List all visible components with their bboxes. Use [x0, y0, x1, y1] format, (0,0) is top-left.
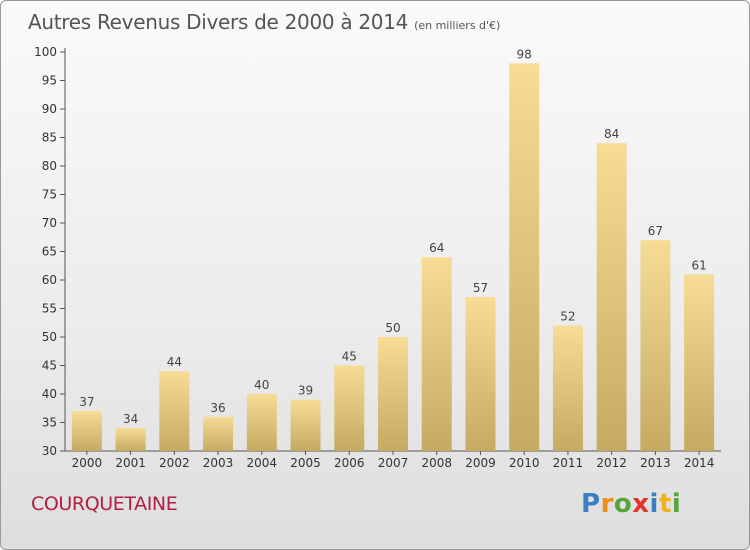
x-tick-label-2001: 2001 — [115, 456, 146, 470]
data-label-2007: 50 — [385, 321, 400, 335]
data-label-2008: 64 — [429, 241, 444, 255]
chart-axes: 30 35 40 45 50 55 60 65 70 75 80 85 90 95 100 2000 2001 2… — [34, 45, 721, 470]
data-label-2002: 44 — [167, 355, 182, 369]
data-label-2006: 45 — [342, 350, 357, 364]
x-tick-label-2010: 2010 — [509, 456, 540, 470]
y-tick-label: 45 — [42, 359, 57, 373]
proxiti-logo: Proxiti — [581, 489, 682, 519]
data-label-2005: 39 — [298, 384, 313, 398]
y-tick-label: 55 — [42, 302, 57, 316]
bar-2002 — [159, 371, 190, 451]
data-label-2011: 52 — [560, 310, 575, 324]
bar-2004 — [246, 394, 277, 451]
y-tick-label: 35 — [42, 416, 57, 430]
x-tick-label-2007: 2007 — [378, 456, 409, 470]
x-tick-label-2002: 2002 — [159, 456, 190, 470]
data-label-2000: 37 — [79, 395, 94, 409]
x-tick-label-2012: 2012 — [596, 456, 627, 470]
data-label-2009: 57 — [473, 281, 488, 295]
y-tick-label: 100 — [34, 45, 57, 59]
data-label-2014: 61 — [691, 258, 706, 272]
data-label-2001: 34 — [123, 412, 138, 426]
commune-name: COURQUETAINE — [31, 493, 178, 515]
chart-title-text: Autres Revenus Divers de 2000 à 2014 — [28, 10, 409, 34]
chart-unit: (en milliers d'€) — [414, 19, 501, 32]
x-tick-label-2000: 2000 — [72, 456, 103, 470]
bar-2009 — [465, 297, 496, 451]
x-tick-label-2013: 2013 — [640, 456, 671, 470]
bar-2005 — [290, 399, 321, 451]
data-label-2003: 36 — [210, 401, 225, 415]
bar-2008 — [421, 257, 452, 451]
data-label-2013: 67 — [648, 224, 663, 238]
y-tick-label: 75 — [42, 188, 57, 202]
y-tick-label: 65 — [42, 245, 57, 259]
bar-2000 — [71, 411, 102, 451]
bar-2012 — [596, 143, 627, 451]
y-tick-label: 95 — [42, 74, 57, 88]
bar-2011 — [552, 325, 583, 451]
x-tick-label-2006: 2006 — [334, 456, 365, 470]
x-tick-label-2011: 2011 — [553, 456, 584, 470]
data-label-2004: 40 — [254, 378, 269, 392]
y-tick-label: 85 — [42, 131, 57, 145]
bar-2014 — [684, 274, 715, 451]
bar-2006 — [334, 365, 365, 451]
x-tick-label-2008: 2008 — [421, 456, 452, 470]
y-tick-label: 50 — [42, 330, 57, 344]
x-tick-label-2014: 2014 — [684, 456, 715, 470]
y-tick-label: 70 — [42, 216, 57, 230]
y-tick-label: 90 — [42, 102, 57, 116]
x-tick-label-2005: 2005 — [290, 456, 321, 470]
bar-2010 — [509, 63, 540, 452]
bar-2001 — [115, 428, 146, 451]
y-tick-label: 30 — [42, 444, 57, 458]
chart-title: Autres Revenus Divers de 2000 à 2014 (en … — [28, 10, 500, 34]
y-tick-label: 40 — [42, 387, 57, 401]
bar-2013 — [640, 240, 671, 451]
data-label-2012: 84 — [604, 127, 619, 141]
data-label-2010: 98 — [517, 47, 532, 61]
y-tick-label: 80 — [42, 159, 57, 173]
x-tick-label-2003: 2003 — [203, 456, 234, 470]
x-tick-label-2004: 2004 — [247, 456, 278, 470]
y-tick-label: 60 — [42, 273, 57, 287]
bar-2007 — [378, 337, 408, 451]
bar-2003 — [203, 416, 234, 451]
chart-bars: 37 34 44 36 40 39 45 50 64 57 98 52 84 67 61 — [71, 47, 715, 452]
x-tick-label-2009: 2009 — [465, 456, 496, 470]
